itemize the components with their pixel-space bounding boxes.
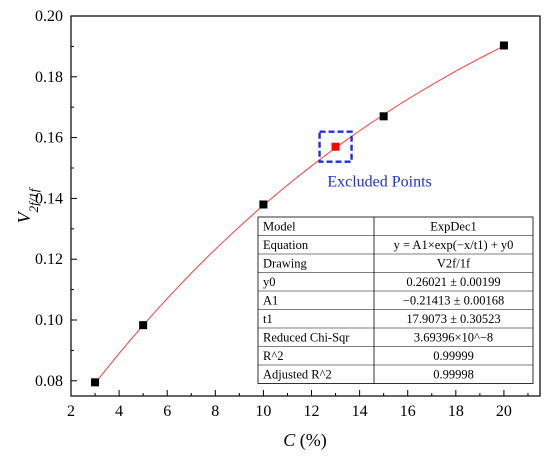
table-row-label: Adjusted R^2 [263, 368, 332, 382]
y-tick-label: 0.12 [35, 251, 63, 268]
table-row-label: Drawing [263, 257, 307, 271]
excluded-label: Excluded Points [327, 174, 431, 191]
y-axis-title: V2f/1f [14, 186, 41, 223]
fit-curve [94, 45, 505, 384]
x-axis-title-main: C [283, 430, 296, 450]
table-row-label: y0 [263, 275, 276, 289]
table-frame [257, 216, 534, 384]
y-tick-label: 0.08 [35, 373, 63, 390]
excluded-annotation: Excluded Points [318, 130, 432, 191]
x-axis-title: C (%) [283, 430, 327, 451]
table-row-label: R^2 [263, 349, 283, 363]
table-row-value: 0.99998 [433, 368, 474, 382]
x-tick-label: 14 [352, 403, 368, 420]
data-point [259, 200, 268, 209]
x-tick-label: 6 [163, 403, 171, 420]
table-row-value: 0.99999 [433, 349, 474, 363]
y-tick-label: 0.16 [35, 130, 63, 147]
plot-frame [70, 15, 541, 397]
table-row-value: ExpDec1 [430, 220, 477, 234]
data-point [139, 321, 148, 330]
x-tick-label: 4 [115, 403, 123, 420]
x-tick-label: 16 [400, 403, 416, 420]
table-row-label: Equation [263, 238, 309, 252]
table-row-label: Model [263, 220, 296, 234]
y-axis-title-sub: 2f/1f [26, 186, 41, 212]
table-row-value: −0.21413 ± 0.00168 [403, 294, 504, 308]
y-axis-title-main: V [14, 210, 34, 223]
data-point [499, 41, 508, 50]
x-tick-label: 20 [496, 403, 512, 420]
y-tick-label: 0.18 [35, 69, 63, 86]
axis-ticks: 2 4 6 8 10 12 14 16 18 20 0.08 0.10 0.12 0.14 0.16 0.18… [35, 8, 529, 420]
data-point [379, 112, 388, 121]
x-tick-label: 2 [67, 403, 75, 420]
x-tick-label: 8 [211, 403, 219, 420]
x-tick-label: 18 [448, 403, 464, 420]
table-row-label: Reduced Chi-Sqr [263, 331, 350, 345]
table-row-value: y = A1×exp(−x/t1) + y0 [394, 238, 514, 252]
data-points [91, 41, 508, 387]
table-row-value: 17.9073 ± 0.30523 [406, 312, 500, 326]
y-tick-label: 0.14 [35, 190, 63, 207]
table-row-value: V2f/1f [437, 257, 471, 271]
x-tick-label: 10 [255, 403, 271, 420]
data-point [91, 378, 100, 387]
excluded-highlight-box [318, 130, 353, 163]
table-row-value: 3.69396×10^−8 [414, 331, 493, 345]
x-axis-title-unit: (%) [295, 430, 326, 451]
excluded-data-point [331, 142, 340, 151]
table-row-label: A1 [263, 294, 278, 308]
table-row-label: t1 [263, 312, 273, 326]
fit-curve-group [94, 45, 505, 384]
y-tick-label: 0.20 [35, 8, 63, 25]
table-row-value: 0.26021 ± 0.00199 [406, 275, 500, 289]
x-tick-label: 12 [304, 403, 320, 420]
fit-results-table: Model ExpDec1 Equation y = A1×exp(−x/t1) + … [257, 216, 534, 384]
y-tick-label: 0.10 [35, 312, 63, 329]
